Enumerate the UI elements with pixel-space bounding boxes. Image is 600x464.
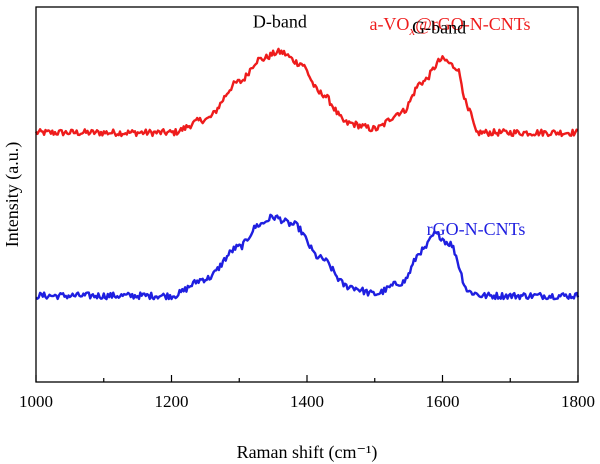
annotation-d-band: D-band [253,12,307,32]
x-tick-label: 1400 [290,392,324,411]
x-axis-label: Raman shift (cm⁻¹) [237,442,378,463]
series-line-rgo-n-cnts [35,213,580,301]
x-tick-label: 1600 [426,392,460,411]
plot-frame [35,6,579,383]
x-tick-label: 1200 [155,392,189,411]
series-line-a-vox-rgo-n-cnts [34,47,579,138]
series-label-rgo-n-cnts: rGO-N-CNTs [427,219,526,239]
x-axis: 1000 1200 1400 1600 1800 [19,375,595,411]
y-axis-label: Intensity (a.u.) [2,142,23,247]
x-tick-label: 1800 [561,392,595,411]
plot-content: a-VOx@rGO-N-CNTs rGO-N-CNTs D-band G-band [34,12,580,301]
x-tick-label: 1000 [19,392,53,411]
annotation-g-band: G-band [412,17,466,37]
series-label-a-vox-rgo-n-cnts: a-VOx@rGO-N-CNTs [369,14,530,38]
